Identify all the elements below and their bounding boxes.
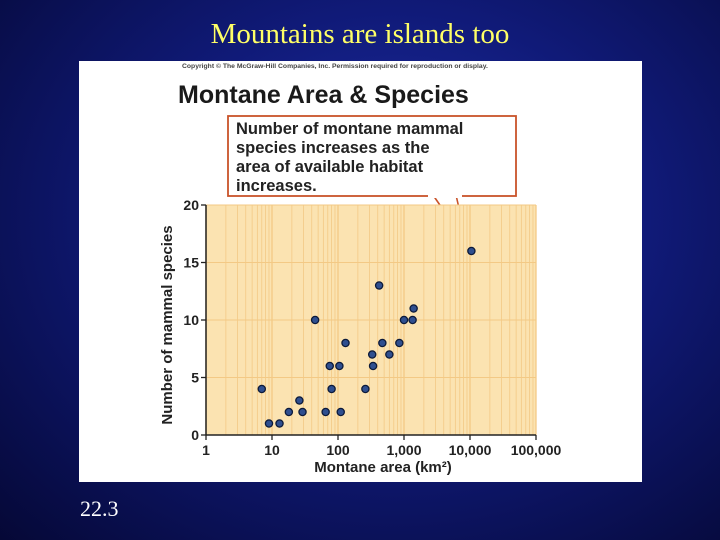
copyright-text: Copyright © The McGraw-Hill Companies, I… xyxy=(182,62,488,70)
x-tick-label: 100,000 xyxy=(511,442,562,458)
data-point xyxy=(298,407,307,417)
data-point xyxy=(368,361,378,371)
data-point xyxy=(409,304,418,313)
x-tick-label: 100 xyxy=(326,442,350,458)
data-point xyxy=(374,281,384,290)
data-point xyxy=(275,419,284,428)
scatter-chart: Copyright © The McGraw-Hill Companies, I… xyxy=(159,62,562,476)
y-tick-label: 0 xyxy=(191,427,199,443)
data-point xyxy=(361,384,370,394)
data-point xyxy=(399,315,409,325)
y-axis-label: Number of mammal species xyxy=(159,225,176,424)
data-point xyxy=(327,384,336,394)
callout-text-line: increases. xyxy=(236,177,317,195)
slide-number: 22.3 xyxy=(80,496,119,521)
y-tick-label: 20 xyxy=(183,197,199,213)
data-point xyxy=(336,407,345,417)
data-point xyxy=(310,315,320,325)
data-point xyxy=(335,361,344,371)
x-tick-label: 1 xyxy=(202,442,210,458)
data-point xyxy=(367,350,377,359)
data-point xyxy=(295,396,304,405)
data-point xyxy=(467,246,476,256)
data-point xyxy=(395,338,404,348)
data-point xyxy=(325,361,335,371)
callout-text-line: Number of montane mammal xyxy=(236,120,463,138)
data-point xyxy=(341,338,350,348)
callout-pointer-join xyxy=(428,193,462,198)
x-tick-label: 10 xyxy=(264,442,280,458)
data-point xyxy=(385,350,394,359)
data-point xyxy=(378,338,387,348)
x-tick-label: 10,000 xyxy=(449,442,492,458)
data-point xyxy=(284,407,294,417)
slide-title: Mountains are islands too xyxy=(210,18,510,50)
y-tick-label: 15 xyxy=(183,255,199,271)
figure-panel: Copyright © The McGraw-Hill Companies, I… xyxy=(79,61,642,482)
data-point xyxy=(257,384,267,394)
x-tick-label: 1,000 xyxy=(386,442,421,458)
callout-text-line: area of available habitat xyxy=(236,158,424,176)
data-point xyxy=(408,315,417,325)
y-tick-label: 10 xyxy=(183,312,199,328)
data-point xyxy=(264,419,274,428)
x-axis-label: Montane area (km²) xyxy=(314,459,452,476)
y-tick-label: 5 xyxy=(191,370,199,386)
callout-box xyxy=(227,115,517,197)
callout-text-line: species increases as the xyxy=(236,139,430,157)
figure-heading: Montane Area & Species xyxy=(178,81,469,109)
data-point xyxy=(321,407,330,417)
